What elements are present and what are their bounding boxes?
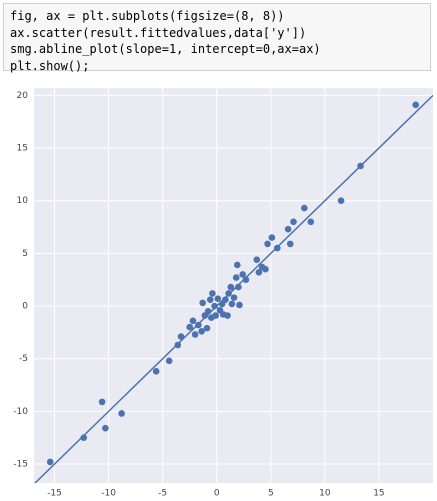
point (98, 398, 106, 406)
x-tick-label: -5 (158, 489, 167, 499)
point (191, 331, 199, 338)
point (195, 321, 202, 329)
point (337, 197, 345, 205)
point (214, 295, 222, 302)
point (286, 240, 294, 248)
y-tick-label: -5 (19, 354, 28, 364)
point (186, 323, 194, 331)
y-tick-label: -10 (13, 407, 28, 417)
x-tick-label: -15 (47, 489, 62, 499)
code-line: smg.abline_plot(slope=1, intercept=0,ax=… (10, 42, 321, 56)
point (211, 302, 218, 310)
point (412, 101, 419, 109)
point (227, 283, 235, 291)
point (224, 312, 231, 319)
point (357, 162, 364, 170)
point (307, 218, 315, 226)
point (206, 296, 214, 304)
x-tick-label: 15 (373, 489, 384, 499)
point (46, 458, 54, 466)
y-tick-label: -15 (13, 460, 28, 470)
x-tick-label: 5 (268, 489, 274, 499)
point (268, 234, 276, 241)
point (253, 256, 261, 263)
point (118, 410, 125, 417)
point (230, 294, 238, 301)
point (189, 317, 197, 325)
point (209, 290, 216, 297)
point (235, 283, 242, 291)
point (239, 271, 246, 278)
point (232, 274, 240, 281)
point (198, 328, 205, 335)
y-tick-label: 0 (22, 302, 28, 312)
x-tick-label: -10 (101, 489, 116, 499)
x-tick-label: 10 (319, 489, 331, 499)
point (102, 424, 109, 432)
point (284, 225, 292, 233)
point (290, 218, 297, 226)
code-line: ax.scatter(result.fittedvalues,data['y']… (10, 25, 307, 40)
point (212, 312, 219, 319)
point (165, 357, 173, 365)
point (264, 240, 271, 248)
point (233, 261, 241, 269)
point (262, 265, 269, 273)
point (222, 296, 229, 304)
point (301, 204, 308, 212)
point (80, 434, 88, 442)
reference-line (34, 94, 433, 483)
y-tick-label: 20 (17, 91, 29, 101)
point (152, 368, 160, 375)
point (273, 244, 281, 252)
point (174, 341, 182, 349)
point (242, 276, 250, 284)
code-line: plt.show(); (10, 58, 90, 73)
y-tick-label: 10 (17, 196, 29, 206)
point (225, 290, 232, 297)
point (199, 299, 206, 307)
y-tick-label: 5 (22, 249, 28, 259)
point (236, 301, 243, 309)
point (204, 308, 212, 315)
y-tick-label: 15 (17, 144, 28, 154)
point (203, 324, 211, 332)
x-tick-label: 0 (214, 489, 220, 499)
code-input: fig, ax = plt.subplots(figsize=(8, 8)) ax… (3, 3, 431, 73)
point (255, 269, 263, 276)
point (228, 300, 236, 308)
point (177, 333, 185, 340)
code-line: fig, ax = plt.subplots(figsize=(8, 8)) (10, 9, 285, 23)
